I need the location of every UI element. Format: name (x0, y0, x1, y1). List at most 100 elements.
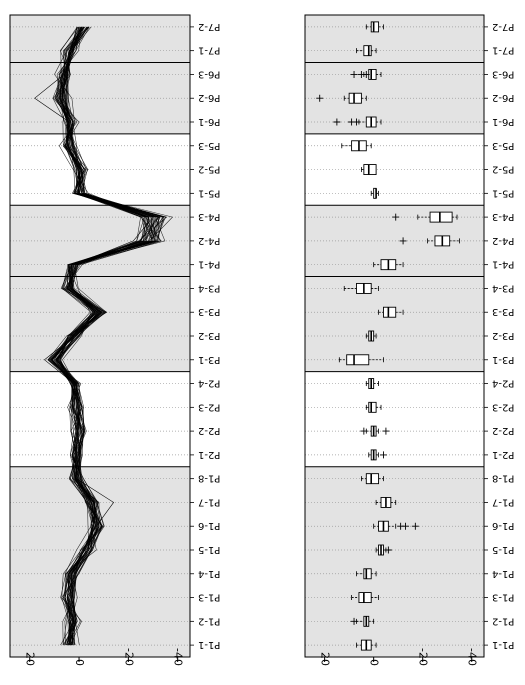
category-label: P4-3 (198, 211, 220, 222)
group-band-P3 (305, 276, 484, 372)
outlier-point (360, 427, 368, 435)
value-tick-label: 0 (73, 659, 86, 666)
value-tick-label: 20 (319, 652, 332, 666)
category-label: P7-2 (492, 21, 514, 32)
box-P5-2 (360, 164, 377, 176)
box-P4-2 (399, 235, 460, 247)
category-label: P6-2 (492, 92, 514, 103)
category-label: P1-5 (198, 544, 220, 555)
outlier-point (402, 522, 410, 530)
boxplot-panel: 20 0 -20 -40 P1-1 P1-2 P1-3 P1-4 P1-5 P1-6 P1-7 P1-… (304, 14, 514, 666)
outlier-point (350, 70, 358, 78)
box-body (368, 401, 377, 413)
category-label: P2-3 (198, 401, 220, 412)
group-band-P5 (305, 133, 484, 206)
outlier-point (399, 237, 407, 245)
profile-line (44, 335, 75, 384)
category-label: P7-1 (198, 45, 220, 56)
category-label: P2-3 (492, 401, 514, 412)
category-label: P3-4 (198, 282, 220, 293)
value-tick-label: -20 (122, 648, 135, 666)
category-label: P6-2 (198, 92, 220, 103)
box-P1-7 (375, 496, 397, 508)
box-P3-3 (378, 306, 404, 318)
profile-line (51, 26, 155, 646)
category-label: P2-4 (198, 378, 220, 389)
box-P4-1 (373, 259, 404, 271)
category-label: P3-3 (492, 306, 514, 317)
category-label: P1-7 (198, 496, 220, 507)
category-label: P1-3 (492, 592, 514, 603)
category-label: P1-1 (198, 639, 220, 650)
box-P1-1 (356, 639, 377, 651)
outlier-point (316, 94, 324, 102)
group-band-P6 (305, 62, 484, 134)
outlier-point (392, 213, 400, 221)
box-body (348, 92, 362, 104)
outlier-point (382, 427, 390, 435)
category-label: P1-3 (198, 592, 220, 603)
category-label: P1-8 (198, 473, 220, 484)
box-P3-2 (365, 330, 377, 342)
outlier-point (362, 70, 370, 78)
box-P1-8 (360, 473, 384, 485)
group-band-P1 (305, 466, 484, 657)
category-label: P6-3 (492, 68, 514, 79)
category-label: P1-2 (492, 615, 514, 626)
category-label: P3-4 (492, 282, 514, 293)
box-P1-6 (373, 520, 419, 532)
profile-line (54, 26, 153, 646)
box-P2-1 (368, 449, 387, 461)
category-label: P1-4 (198, 568, 220, 579)
box-P1-5 (375, 544, 392, 556)
category-label: P2-4 (492, 378, 514, 389)
value-tick-label: 0 (368, 659, 381, 666)
profile-line (51, 26, 155, 646)
box-body (363, 568, 372, 580)
category-label: P6-1 (492, 116, 514, 127)
category-label: P5-2 (198, 164, 220, 175)
category-label: P5-2 (492, 164, 514, 175)
category-label: P4-1 (492, 259, 514, 270)
category-label: P4-2 (492, 235, 514, 246)
box-P6-3 (350, 68, 382, 80)
profile-line (51, 26, 160, 646)
outlier-point (411, 522, 419, 530)
box-P1-3 (351, 592, 379, 604)
group-band-P1 (10, 466, 190, 657)
box-P7-1 (356, 45, 377, 57)
box-body (365, 473, 380, 485)
box-body (363, 45, 372, 57)
group-band-P3 (10, 276, 190, 372)
box-P2-2 (360, 425, 390, 437)
category-label: P2-2 (198, 425, 220, 436)
box-body (383, 306, 397, 318)
profile-line (50, 26, 160, 646)
box-P6-2 (316, 92, 367, 104)
value-tick-label: -40 (466, 648, 479, 666)
value-tick-label: -40 (172, 648, 185, 666)
category-label: P6-3 (198, 68, 220, 79)
outlier-point (333, 118, 341, 126)
category-label: P1-5 (492, 544, 514, 555)
profile-line (76, 478, 115, 527)
category-label: P1-6 (198, 520, 220, 531)
box-body (358, 592, 372, 604)
box-P2-4 (365, 378, 379, 390)
box-body (363, 164, 377, 176)
box-P3-4 (343, 282, 379, 294)
outlier-point (350, 617, 358, 625)
group-band-P7 (10, 15, 190, 63)
category-label: P1-6 (492, 520, 514, 531)
box-body (346, 354, 370, 366)
line-profile-panel: 20 0 -20 -40 P1-1 P1-2 P1-3 P1-4 P1-5 P1-6 P1-7 P1-… (9, 14, 220, 666)
group-band-P2 (305, 371, 484, 467)
box-P5-1 (370, 187, 379, 199)
category-label: P7-1 (492, 45, 514, 56)
category-label: P1-2 (198, 615, 220, 626)
outlier-point (352, 118, 360, 126)
category-label: P4-2 (198, 235, 220, 246)
value-tick-label: -20 (417, 648, 430, 666)
group-band-P2 (10, 371, 190, 467)
category-label: P2-1 (492, 449, 514, 460)
